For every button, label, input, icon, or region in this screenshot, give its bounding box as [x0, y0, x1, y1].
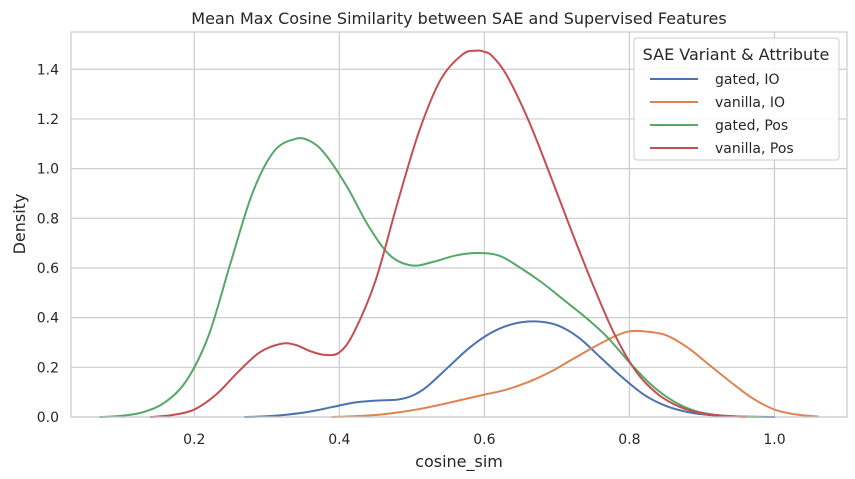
legend-title: SAE Variant & Attribute — [643, 45, 830, 64]
legend-label-gated-io: gated, IO — [715, 72, 780, 88]
y-tick-label: 0.6 — [37, 261, 59, 277]
legend-box — [633, 37, 840, 161]
series-line-vanilla-pos — [149, 49, 747, 418]
x-tick-label: 0.6 — [473, 432, 495, 448]
legend-label-gated-pos: gated, Pos — [715, 118, 788, 134]
legend-items: gated, IO vanilla, IO gated, Pos vanilla, P… — [650, 72, 794, 157]
y-tick-label: 0.0 — [37, 410, 59, 426]
x-tick-label: 1.0 — [763, 432, 785, 448]
plot-frame — [70, 31, 848, 418]
chart-title: Mean Max Cosine Similarity between SAE a… — [191, 9, 726, 28]
legend-label-vanilla-io: vanilla, IO — [715, 95, 785, 111]
series-line-gated-io — [244, 320, 776, 418]
y-tick-label: 0.8 — [37, 211, 59, 227]
x-tick-label: 0.2 — [183, 432, 205, 448]
x-axis-label: cosine_sim — [415, 452, 503, 472]
y-axis: 0.0 0.2 0.4 0.6 0.8 1.0 1.2 1.4 — [37, 62, 59, 426]
series-layer — [99, 49, 819, 418]
x-axis: 0.2 0.4 0.6 0.8 1.0 — [183, 432, 785, 448]
x-tick-label: 0.8 — [618, 432, 640, 448]
legend: SAE Variant & Attribute gated, IO vanilla… — [633, 37, 840, 161]
series-line-vanilla-io — [331, 329, 819, 418]
y-tick-label: 0.4 — [37, 311, 59, 327]
y-tick-label: 1.4 — [37, 62, 59, 78]
y-axis-label: Density — [10, 194, 29, 255]
x-tick-label: 0.4 — [328, 432, 350, 448]
legend-label-vanilla-pos: vanilla, Pos — [715, 141, 794, 157]
y-tick-label: 0.2 — [37, 360, 59, 376]
y-tick-label: 1.0 — [37, 162, 59, 178]
series-line-gated-pos — [99, 137, 761, 418]
y-tick-label: 1.2 — [37, 112, 59, 128]
